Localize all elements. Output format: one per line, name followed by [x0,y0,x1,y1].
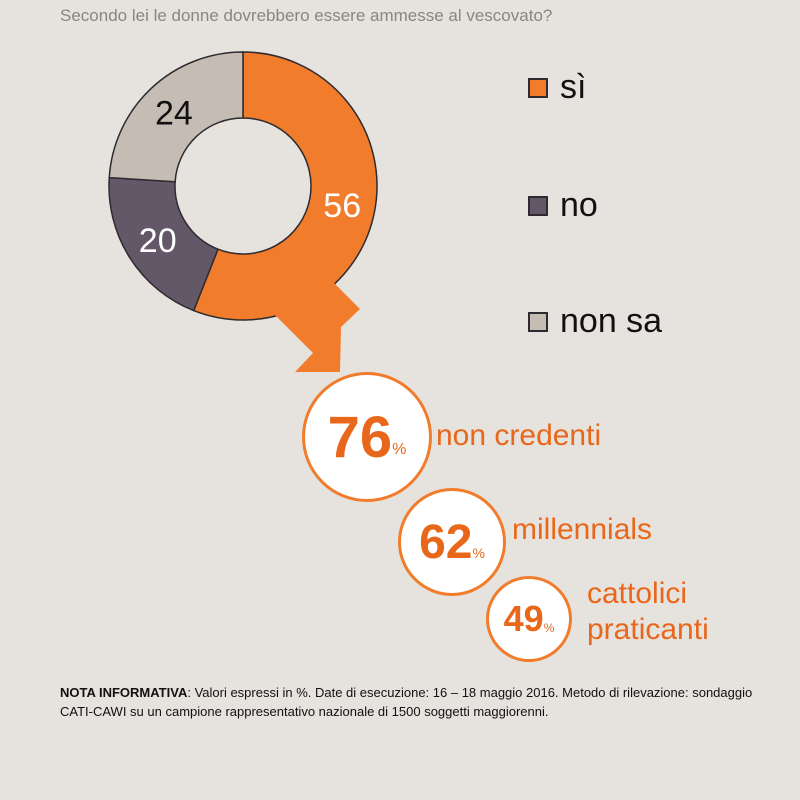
donut-label-sì: 56 [323,187,361,225]
stat-circle-cattolici-praticanti: 49% [486,576,572,662]
legend-label-non-sa: non sa [560,302,663,340]
stat-label-line1: cattolici [587,577,688,610]
donut-slice-no [108,176,219,312]
note-text: : Valori espressi in %. Date di esecuzio… [60,685,753,719]
legend-item-non-sa: non sa [528,302,662,341]
note-heading: NOTA INFORMATIVA [60,685,188,700]
stat-label-millennials: millennials [512,513,653,546]
legend-item-no: no [528,186,598,225]
legend-item-si: sì [528,68,586,107]
stat-unit: % [392,441,407,458]
donut-label-non-sa: 24 [155,94,193,132]
stat-label-non-credenti: non credenti [436,419,602,452]
legend-swatch-non-sa [528,311,548,332]
arrow-icon [275,271,360,372]
stat-value: 76 [327,404,393,470]
info-note: NOTA INFORMATIVA: Valori espressi in %. … [60,684,760,722]
donut-label-no: 20 [139,222,177,260]
stat-circle-non-credenti: 76% [302,372,432,502]
donut-slice-sì [192,51,378,321]
stat-unit: % [543,621,555,635]
stat-label-cattolici-praticanti: cattolici praticanti [587,576,709,648]
legend-label-si: sì [560,68,587,106]
survey-question: Secondo lei le donne dovrebbero essere a… [60,6,553,25]
legend-swatch-si [528,77,548,98]
stat-unit: % [472,545,485,561]
legend-label-no: no [560,186,598,224]
donut-slice-non-sa [108,51,244,183]
stat-value: 62 [419,515,473,569]
legend-swatch-no [528,195,548,216]
stat-circle-millennials: 62% [398,488,506,596]
stat-value: 49 [503,598,544,639]
stat-label-line2: praticanti [587,613,709,646]
